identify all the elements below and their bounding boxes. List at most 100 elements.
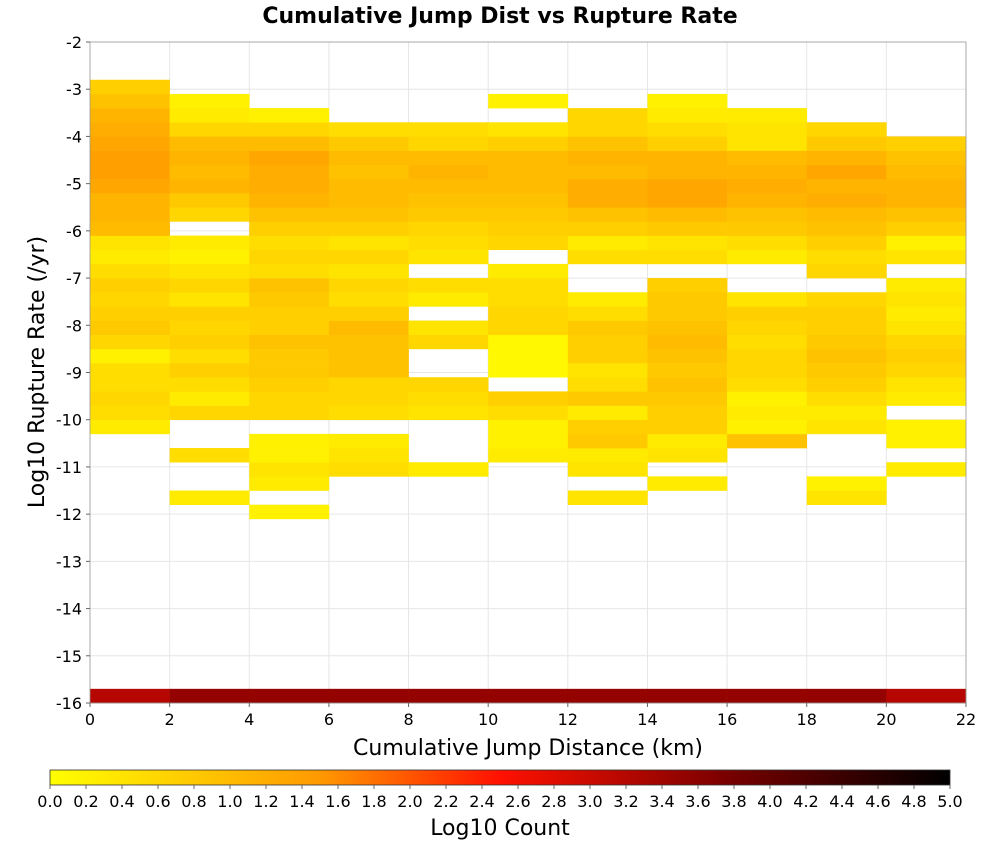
heatmap-cell (169, 334, 250, 350)
colorbar-tick-label: 3.4 (649, 792, 674, 811)
heatmap-cell (567, 363, 648, 378)
heatmap-cell (647, 405, 728, 421)
colorbar-tick-label: 2.4 (469, 792, 494, 811)
heatmap-cell (328, 164, 409, 180)
heatmap-cell (567, 448, 648, 463)
heatmap-cell (488, 193, 569, 208)
heatmap-cell (647, 164, 728, 180)
heatmap-cell (90, 348, 170, 364)
heatmap-cell (488, 235, 569, 251)
chart-title: Cumulative Jump Dist vs Rupture Rate (262, 4, 737, 29)
colorbar-tick-label: 1.2 (253, 792, 278, 811)
heatmap-cell (328, 377, 409, 392)
heatmap-cell (249, 108, 330, 123)
heatmap-cell (328, 150, 409, 166)
heatmap-cell (328, 193, 409, 208)
heatmap-cell (488, 207, 569, 222)
heatmap-cell (806, 476, 887, 491)
colorbar-tick-label: 4.6 (865, 792, 890, 811)
heatmap-cell (328, 405, 409, 421)
heatmap-cell (567, 306, 648, 321)
heatmap-cell (169, 320, 250, 336)
heatmap-cell (249, 405, 330, 421)
heatmap-cell (488, 122, 569, 137)
heatmap-cell (90, 688, 170, 704)
heatmap-cell (727, 207, 808, 222)
heatmap-cell (886, 178, 967, 194)
heatmap-cell (249, 292, 330, 307)
heatmap-cell (328, 688, 409, 704)
heatmap-cell (169, 178, 250, 194)
heatmap-cell (249, 193, 330, 208)
heatmap-cell (647, 136, 728, 151)
heatmap-cell (249, 448, 330, 463)
heatmap-cell (90, 164, 170, 180)
heatmap-cell (249, 278, 330, 293)
heatmap-cell (727, 320, 808, 336)
heatmap-cell (806, 363, 887, 378)
colorbar-tick-label: 0.6 (145, 792, 170, 811)
colorbar-tick-label: 4.8 (901, 792, 926, 811)
colorbar-tick-label: 3.8 (721, 792, 746, 811)
x-tick-label: 0 (85, 710, 95, 729)
heatmap-cell (488, 178, 569, 194)
x-tick-label: 6 (324, 710, 334, 729)
heatmap-cell (90, 377, 170, 392)
heatmap-cell (408, 193, 489, 208)
heatmap-cell (488, 688, 569, 704)
y-tick-label: -15 (56, 647, 82, 666)
heatmap-cell (806, 249, 887, 265)
heatmap-cell (249, 433, 330, 449)
heatmap-cell (647, 476, 728, 491)
heatmap-cell (90, 193, 170, 208)
x-axis-ticks: 0 2 4 6 8 10 12 14 16 18 20 22 (85, 703, 976, 729)
heatmap-cell (886, 193, 967, 208)
colorbar-tick-label: 2.2 (433, 792, 458, 811)
heatmap-cell (647, 688, 728, 704)
y-tick-label: -8 (66, 316, 82, 335)
heatmap-cell (886, 462, 967, 477)
heatmap-cell (806, 334, 887, 350)
heatmap-cell (328, 278, 409, 293)
heatmap-cell (90, 221, 170, 236)
heatmap-cell (408, 391, 489, 406)
heatmap-cell (488, 164, 569, 180)
heatmap-cell (249, 164, 330, 180)
heatmap-cell (567, 235, 648, 251)
heatmap-cell (328, 178, 409, 194)
heatmap-cell (727, 178, 808, 194)
heatmap-cell (169, 122, 250, 137)
heatmap-cell (90, 122, 170, 137)
heatmap-cell (328, 433, 409, 449)
x-axis-label: Cumulative Jump Distance (km) (353, 736, 703, 761)
heatmap-cell (647, 207, 728, 222)
heatmap-cell (169, 292, 250, 307)
heatmap-cell (727, 249, 808, 265)
x-tick-label: 18 (797, 710, 817, 729)
heatmap-cell (169, 207, 250, 222)
heatmap-cell (249, 363, 330, 378)
heatmap-cell (169, 490, 250, 505)
heatmap-cell (249, 221, 330, 236)
heatmap-cell (647, 178, 728, 194)
heatmap-cell (647, 221, 728, 236)
heatmap-cell (90, 263, 170, 279)
heatmap-cell (806, 688, 887, 704)
heatmap-cell (488, 320, 569, 336)
heatmap-cell (886, 433, 967, 449)
heatmap-cell (328, 391, 409, 406)
heatmap-cell (727, 306, 808, 321)
heatmap-cell (567, 221, 648, 236)
heatmap-cell (488, 136, 569, 151)
heatmap-cell (886, 419, 967, 435)
heatmap-cell (488, 292, 569, 307)
heatmap-cell (328, 122, 409, 137)
heatmap-cell (169, 688, 250, 704)
heatmap-cell (169, 391, 250, 406)
heatmap-cell (806, 235, 887, 251)
x-tick-label: 16 (717, 710, 737, 729)
heatmap-cell (727, 348, 808, 364)
heatmap-cell (806, 207, 887, 222)
heatmap-cell (727, 122, 808, 137)
